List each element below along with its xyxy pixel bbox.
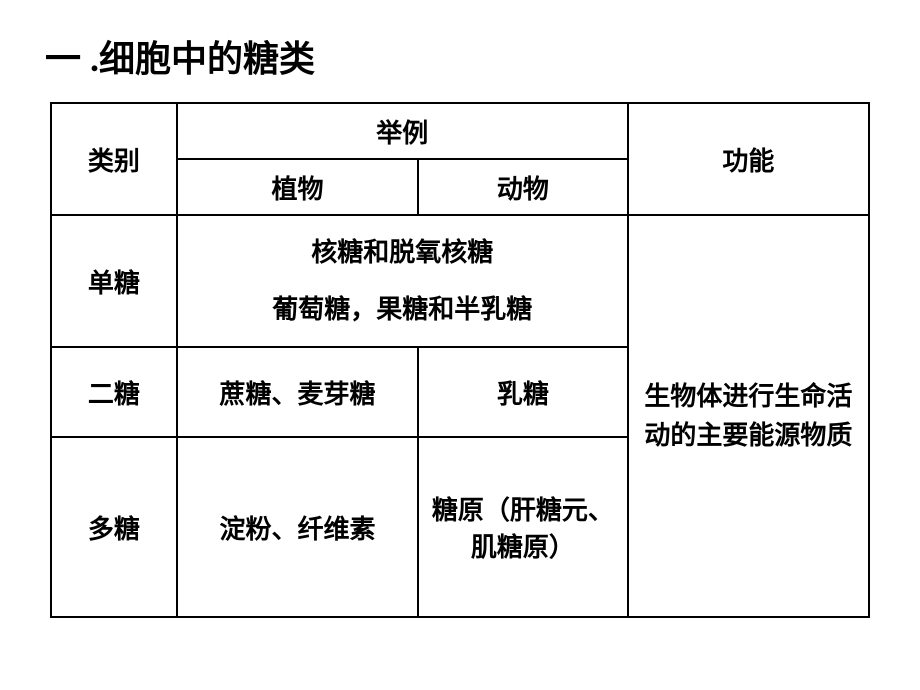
header-example: 举例 (177, 103, 628, 159)
mono-line2: 葡萄糖，果糖和半乳糖 (182, 281, 623, 338)
poly-label: 多糖 (51, 437, 177, 617)
di-label: 二糖 (51, 347, 177, 437)
header-row-1: 类别 举例 功能 (51, 103, 869, 159)
mono-line1: 核糖和脱氧核糖 (182, 224, 623, 281)
mono-label: 单糖 (51, 215, 177, 347)
row-monosaccharide: 单糖 核糖和脱氧核糖 葡萄糖，果糖和半乳糖 生物体进行生命活动的主要能源物质 (51, 215, 869, 347)
di-plant: 蔗糖、麦芽糖 (177, 347, 418, 437)
di-animal: 乳糖 (418, 347, 628, 437)
function-text: 生物体进行生命活动的主要能源物质 (633, 377, 864, 455)
poly-plant: 淀粉、纤维素 (177, 437, 418, 617)
header-plant: 植物 (177, 159, 418, 215)
mono-content: 核糖和脱氧核糖 葡萄糖，果糖和半乳糖 (177, 215, 628, 347)
header-category: 类别 (51, 103, 177, 215)
poly-animal: 糖原（肝糖元、肌糖原） (418, 437, 628, 617)
table-container: 类别 举例 功能 植物 动物 单糖 核糖和脱氧核糖 葡萄糖，果糖和半乳糖 生物体… (40, 102, 880, 618)
page-title: 一 .细胞中的糖类 (40, 30, 880, 82)
sugar-table: 类别 举例 功能 植物 动物 单糖 核糖和脱氧核糖 葡萄糖，果糖和半乳糖 生物体… (50, 102, 870, 618)
header-animal: 动物 (418, 159, 628, 215)
function-cell: 生物体进行生命活动的主要能源物质 (628, 215, 869, 617)
header-function: 功能 (628, 103, 869, 215)
